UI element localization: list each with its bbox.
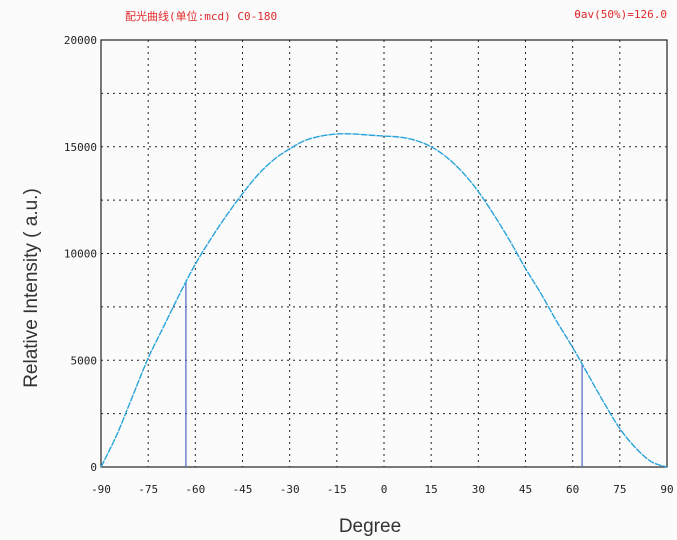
tick-layer: -90 -75 -60 -45 -30 -15 0 15 30 45 60 75 90 0 5000 1000…: [64, 34, 674, 496]
y-tick-label: 20000: [64, 34, 97, 47]
light-distribution-label: 配光曲线(单位:mcd) C0-180: [125, 10, 278, 23]
x-tick-label: 90: [660, 483, 673, 496]
y-tick-label: 0: [90, 461, 97, 474]
y-tick-label: 15000: [64, 141, 97, 154]
y-axis-label: Relative Intensity ( a.u.): [21, 188, 42, 388]
x-axis-label: Degree: [339, 516, 401, 537]
x-tick-label: 30: [472, 483, 485, 496]
beam-angle-label: θav(50%)=126.0: [574, 8, 667, 21]
x-tick-label: -45: [233, 483, 253, 496]
x-tick-label: -75: [138, 483, 158, 496]
x-tick-label: 45: [519, 483, 532, 496]
x-tick-label: -30: [280, 483, 300, 496]
y-tick-label: 5000: [71, 354, 98, 367]
marker-layer: [185, 282, 583, 467]
plot-frame: [100, 39, 668, 468]
intensity-curve: [100, 133, 668, 468]
x-tick-label: 0: [381, 483, 388, 496]
grid-layer: [101, 40, 667, 467]
x-tick-label: -15: [327, 483, 347, 496]
x-tick-label: 75: [613, 483, 626, 496]
x-tick-label: 15: [425, 483, 438, 496]
x-tick-label: -90: [91, 483, 111, 496]
x-tick-label: -60: [185, 483, 205, 496]
x-tick-label: 60: [566, 483, 579, 496]
y-tick-label: 10000: [64, 248, 97, 261]
